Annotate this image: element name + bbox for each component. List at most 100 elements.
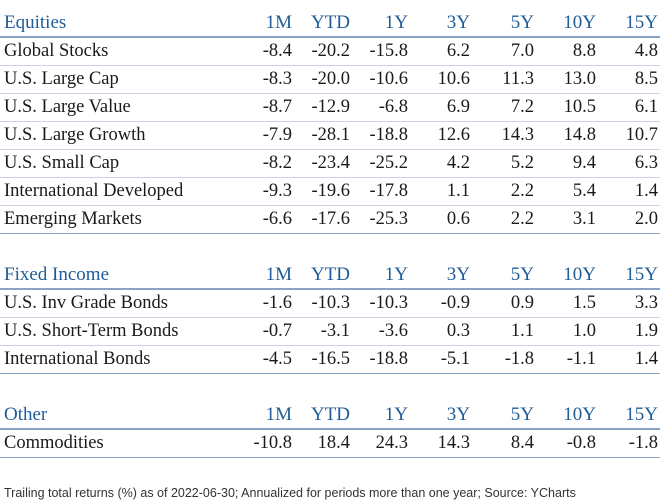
- value-cell: -10.8: [253, 433, 292, 453]
- value-cell: -4.5: [262, 349, 292, 369]
- column-header-ytd: YTD: [310, 264, 350, 285]
- value-cell: 1.1: [510, 321, 534, 341]
- footnote: Trailing total returns (%) as of 2022-06…: [4, 486, 576, 500]
- column-header-3y: 3Y: [446, 12, 470, 33]
- value-cell: -8.3: [262, 69, 292, 89]
- value-cell: -20.2: [311, 41, 350, 61]
- value-cell: 14.8: [563, 125, 596, 145]
- column-header-1m: 1M: [265, 12, 292, 33]
- row-label: Emerging Markets: [4, 209, 142, 229]
- column-header-5y: 5Y: [510, 264, 534, 285]
- row-label: Global Stocks: [4, 41, 109, 61]
- value-cell: 4.2: [446, 153, 470, 173]
- other-table: Other 1M YTD 1Y 3Y 5Y 10Y 15Y Commoditie…: [0, 398, 660, 458]
- value-cell: -1.6: [262, 293, 292, 313]
- value-cell: 14.3: [501, 125, 534, 145]
- row-label: U.S. Large Cap: [4, 69, 119, 89]
- value-cell: 18.4: [317, 433, 350, 453]
- value-cell: 1.9: [634, 321, 658, 341]
- value-cell: 1.1: [446, 181, 470, 201]
- column-header-1y: 1Y: [384, 264, 408, 285]
- value-cell: -7.9: [262, 125, 292, 145]
- value-cell: 2.0: [634, 209, 658, 229]
- row-label: International Bonds: [4, 349, 151, 369]
- value-cell: -10.3: [369, 293, 408, 313]
- column-header-1y: 1Y: [384, 12, 408, 33]
- value-cell: -3.6: [378, 321, 408, 341]
- section-title-fixed-income: Fixed Income: [4, 264, 110, 285]
- table-row: U.S. Small Cap -8.2 -23.4 -25.2 4.2 5.2 …: [0, 150, 660, 178]
- value-cell: 8.8: [572, 41, 596, 61]
- value-cell: 1.4: [634, 349, 658, 369]
- other-section: Other 1M YTD 1Y 3Y 5Y 10Y 15Y Commoditie…: [0, 398, 660, 458]
- other-header-row: Other 1M YTD 1Y 3Y 5Y 10Y 15Y: [0, 398, 660, 429]
- value-cell: 8.4: [510, 433, 534, 453]
- value-cell: 11.3: [502, 69, 534, 89]
- table-row: Global Stocks -8.4 -20.2 -15.8 6.2 7.0 8…: [0, 37, 660, 66]
- value-cell: -3.1: [320, 321, 350, 341]
- value-cell: -20.0: [311, 69, 350, 89]
- value-cell: 12.6: [437, 125, 470, 145]
- value-cell: 10.5: [563, 97, 596, 117]
- value-cell: 4.8: [634, 41, 658, 61]
- value-cell: -0.9: [440, 293, 470, 313]
- value-cell: 0.6: [446, 209, 470, 229]
- value-cell: -8.4: [262, 41, 292, 61]
- value-cell: 6.3: [634, 153, 658, 173]
- value-cell: 9.4: [572, 153, 596, 173]
- value-cell: -25.3: [369, 209, 408, 229]
- fixed-income-section: Fixed Income 1M YTD 1Y 3Y 5Y 10Y 15Y U.S…: [0, 258, 660, 374]
- value-cell: -25.2: [369, 153, 408, 173]
- column-header-5y: 5Y: [510, 404, 534, 425]
- value-cell: -0.8: [566, 433, 596, 453]
- value-cell: -5.1: [440, 349, 470, 369]
- table-row: U.S. Large Growth -7.9 -28.1 -18.8 12.6 …: [0, 122, 660, 150]
- equities-table: Equities 1M YTD 1Y 3Y 5Y 10Y 15Y Global …: [0, 6, 660, 234]
- value-cell: -10.6: [369, 69, 408, 89]
- value-cell: 7.0: [510, 41, 534, 61]
- table-row: Commodities -10.8 18.4 24.3 14.3 8.4 -0.…: [0, 429, 660, 458]
- value-cell: 14.3: [437, 433, 470, 453]
- value-cell: -12.9: [311, 97, 350, 117]
- column-header-15y: 15Y: [625, 264, 658, 285]
- value-cell: -8.2: [262, 153, 292, 173]
- fixed-income-table: Fixed Income 1M YTD 1Y 3Y 5Y 10Y 15Y U.S…: [0, 258, 660, 374]
- column-header-1y: 1Y: [384, 404, 408, 425]
- value-cell: 6.2: [446, 41, 470, 61]
- column-header-10y: 10Y: [563, 12, 596, 33]
- table-row: U.S. Large Cap -8.3 -20.0 -10.6 10.6 11.…: [0, 66, 660, 94]
- value-cell: 13.0: [563, 69, 596, 89]
- row-label: U.S. Small Cap: [4, 153, 120, 173]
- value-cell: 5.4: [572, 181, 596, 201]
- value-cell: 10.6: [437, 69, 470, 89]
- value-cell: -19.6: [311, 181, 350, 201]
- row-label: U.S. Inv Grade Bonds: [4, 293, 168, 313]
- value-cell: 6.1: [634, 97, 658, 117]
- value-cell: -16.5: [311, 349, 350, 369]
- column-header-3y: 3Y: [446, 404, 470, 425]
- value-cell: -0.7: [262, 321, 292, 341]
- column-header-ytd: YTD: [310, 404, 350, 425]
- column-header-15y: 15Y: [625, 404, 658, 425]
- value-cell: -8.7: [262, 97, 292, 117]
- value-cell: -17.6: [311, 209, 350, 229]
- value-cell: 24.3: [375, 433, 408, 453]
- table-row: International Bonds -4.5 -16.5 -18.8 -5.…: [0, 346, 660, 374]
- table-row: U.S. Inv Grade Bonds -1.6 -10.3 -10.3 -0…: [0, 289, 660, 318]
- value-cell: 8.5: [634, 69, 658, 89]
- value-cell: 10.7: [625, 125, 658, 145]
- value-cell: 5.2: [510, 153, 534, 173]
- column-header-5y: 5Y: [510, 12, 534, 33]
- value-cell: 1.5: [572, 293, 596, 313]
- value-cell: 1.0: [572, 321, 596, 341]
- value-cell: -18.8: [369, 349, 408, 369]
- value-cell: -15.8: [369, 41, 408, 61]
- row-label: U.S. Large Growth: [4, 125, 146, 145]
- equities-header-row: Equities 1M YTD 1Y 3Y 5Y 10Y 15Y: [0, 6, 660, 37]
- section-title-equities: Equities: [4, 12, 67, 33]
- column-header-1m: 1M: [265, 264, 292, 285]
- row-label: U.S. Short-Term Bonds: [4, 321, 179, 341]
- value-cell: -9.3: [262, 181, 292, 201]
- column-header-10y: 10Y: [563, 404, 596, 425]
- section-title-other: Other: [4, 404, 48, 425]
